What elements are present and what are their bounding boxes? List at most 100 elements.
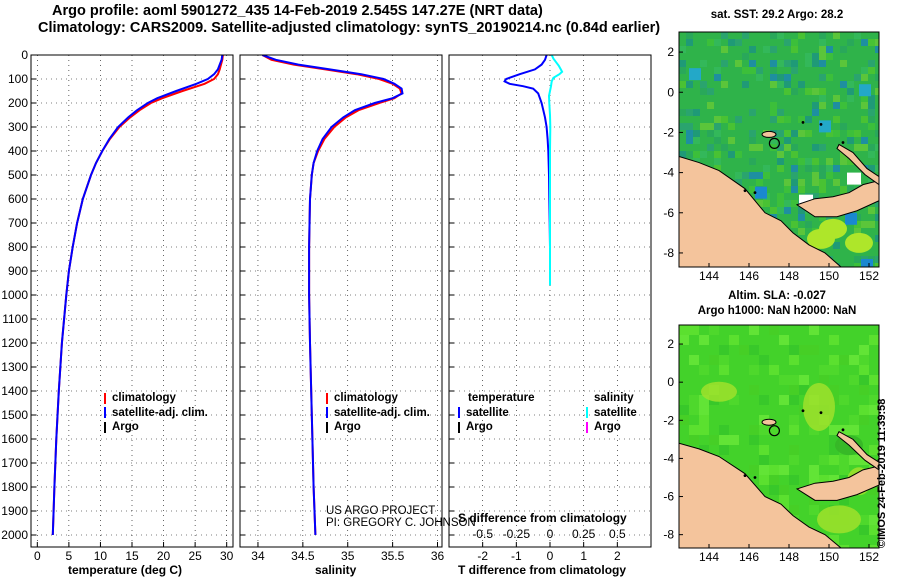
field-cell [819, 165, 826, 172]
map-x-tick-label: 144 [699, 550, 719, 564]
field-cell [784, 186, 791, 193]
field-cell [749, 172, 756, 179]
field-cell [770, 207, 777, 214]
field-cell [789, 445, 799, 455]
land-new-britain [795, 465, 879, 501]
field-cell [868, 123, 875, 130]
field-cell [829, 385, 839, 395]
field-cell [679, 415, 689, 425]
sst-map [679, 32, 879, 267]
temperature-legend: climatology satellite-adj. clim. Argo [104, 391, 208, 435]
difference-legend-salinity: salinity satellite Argo [586, 391, 637, 435]
field-cell [854, 144, 861, 151]
field-cell [819, 172, 826, 179]
field-cell [875, 263, 879, 267]
field-cell [829, 335, 839, 345]
field-cell [847, 186, 854, 193]
field-cell [868, 116, 875, 123]
field-cell [789, 505, 799, 515]
field-cell [749, 465, 759, 475]
field-cell [847, 109, 854, 116]
field-cell [859, 405, 869, 415]
x-tick-label: 36 [431, 549, 445, 563]
argo-position-marker [768, 137, 781, 149]
field-cell [770, 67, 777, 74]
field-cell [805, 60, 812, 67]
field-cell [763, 46, 770, 53]
field-cell [769, 425, 779, 435]
map-y-tick-label: -4 [663, 166, 674, 180]
field-cell [735, 179, 742, 186]
field-cell [805, 130, 812, 137]
field-cell [854, 214, 861, 221]
field-cell [826, 158, 833, 165]
field-cell [833, 172, 840, 179]
field-cell [779, 465, 789, 475]
field-cell [777, 193, 784, 200]
field-cell [784, 60, 791, 67]
map-frame [678, 324, 880, 549]
field-cell [854, 130, 861, 137]
field-cell [777, 151, 784, 158]
field-cell [812, 53, 819, 60]
field-cell [759, 475, 769, 485]
map-y-tick-label: -6 [663, 490, 674, 504]
field-cell [789, 455, 799, 465]
field-cell [859, 365, 869, 375]
field-cell [749, 60, 756, 67]
map-y-tick-label: -4 [663, 451, 674, 465]
field-cell [749, 445, 759, 455]
field-cell [714, 74, 721, 81]
field-cell [861, 116, 868, 123]
map-y-tick-label: 2 [667, 45, 674, 59]
small-island [743, 189, 747, 193]
field-cell [759, 445, 769, 455]
field-cell [759, 395, 769, 405]
field-cell [735, 151, 742, 158]
field-cell [839, 455, 849, 465]
field-cell [812, 102, 819, 109]
x-tick-label: 0 [547, 549, 554, 563]
field-cell [735, 116, 742, 123]
field-cell [809, 505, 819, 515]
map-x-tick-label: 144 [699, 269, 719, 283]
header-title-line2: Climatology: CARS2009. Satellite-adjuste… [38, 20, 661, 36]
x-tick-label: 2 [614, 549, 621, 563]
field-cell [859, 415, 869, 425]
field-cell [819, 120, 831, 133]
field-cell [784, 88, 791, 95]
legend-item-temp-satellite: satellite [458, 406, 534, 421]
field-cell [791, 144, 798, 151]
argo-position-marker [768, 425, 781, 437]
field-cell [707, 137, 714, 144]
field-cell [791, 67, 798, 74]
field-cell [799, 475, 809, 485]
field-cell [749, 345, 759, 355]
field-cell [847, 39, 854, 46]
field-cell [798, 81, 805, 88]
field-cell [868, 67, 875, 74]
field-cell [777, 207, 784, 214]
field-cell [779, 375, 789, 385]
field-cell [859, 345, 869, 355]
field-cell [686, 144, 693, 151]
field-cell [805, 165, 812, 172]
x-tick-label: -2 [477, 549, 488, 563]
field-cell [869, 445, 879, 455]
x-tick-label: 15 [125, 549, 139, 563]
field-cell [777, 130, 784, 137]
field-cell [699, 415, 709, 425]
field-cell [833, 102, 840, 109]
y-tick-label: 800 [8, 240, 28, 254]
land-new-ireland [836, 143, 879, 186]
field-cell [859, 385, 869, 395]
field-cell [791, 130, 798, 137]
field-cell [819, 186, 826, 193]
y-tick-label: 100 [8, 72, 28, 86]
field-cell [679, 102, 686, 109]
field-cell [826, 172, 833, 179]
small-island [753, 476, 757, 479]
field-cell [819, 214, 826, 221]
field-cell [739, 355, 749, 365]
field-cell [839, 465, 849, 475]
